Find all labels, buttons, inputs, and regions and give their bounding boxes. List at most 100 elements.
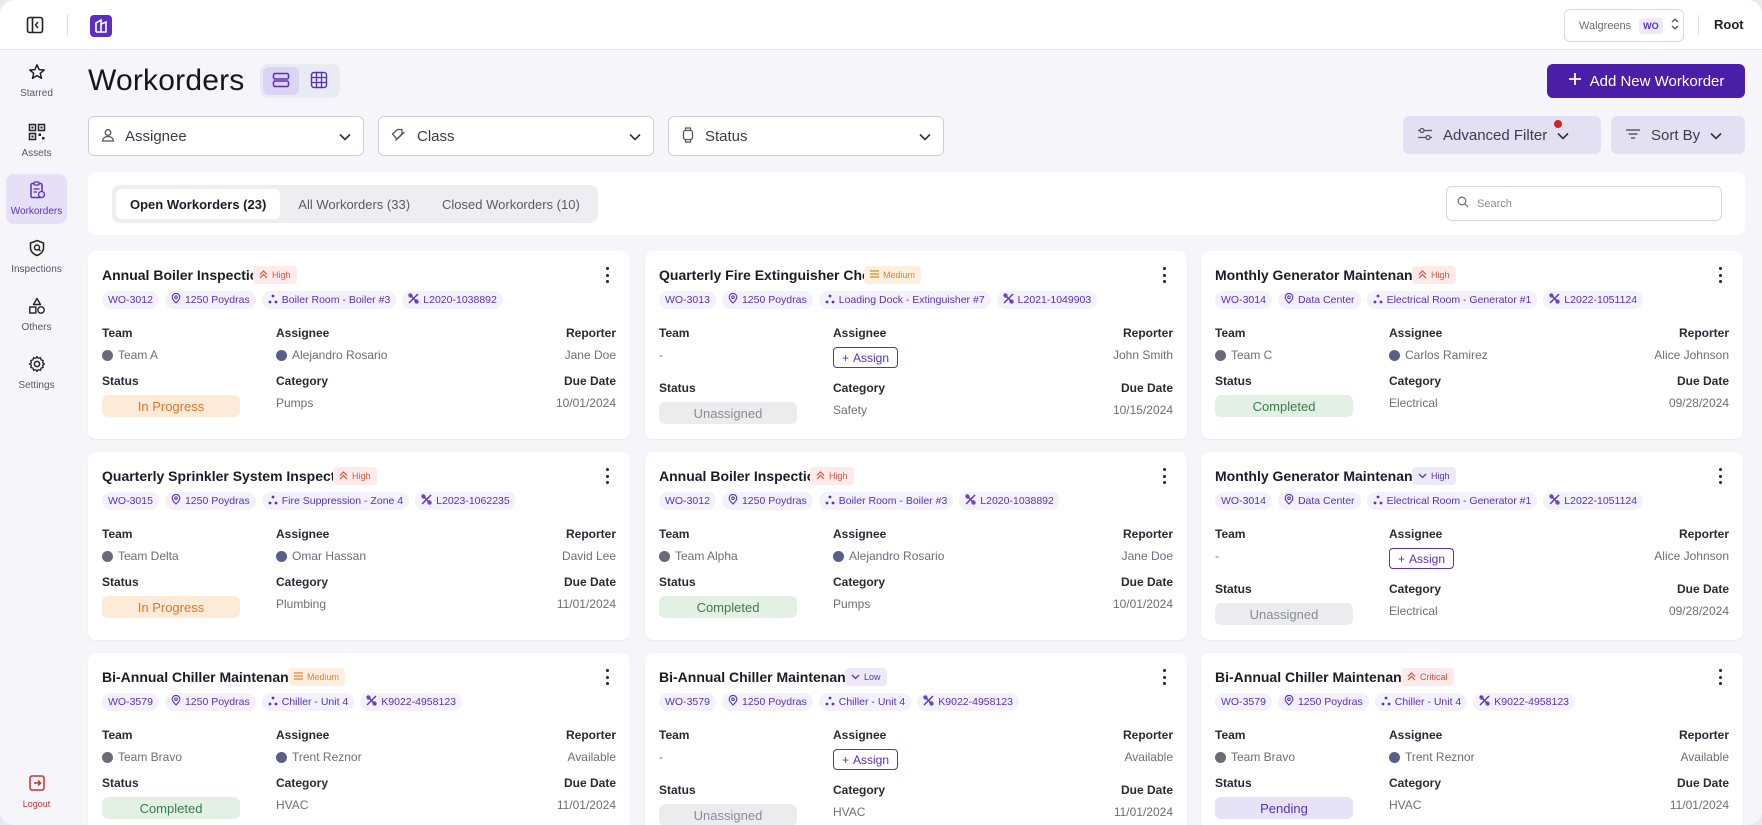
workorder-card[interactable]: Quarterly Fire Extinguisher Check Medium W… [645,251,1187,439]
more-options-icon[interactable] [1717,267,1723,283]
asset-chip: Boiler Room - Boiler #3 [261,291,397,309]
organization-select[interactable]: Walgreens WO [1564,9,1684,42]
status-filter[interactable]: Status [668,116,944,156]
user-menu[interactable]: Root [1714,17,1744,32]
workorder-card[interactable]: Monthly Generator Maintenance High WO-3014… [1201,452,1743,640]
workorder-title[interactable]: Bi-Annual Chiller Maintenance [1215,669,1418,685]
assignee-avatar-icon [1389,751,1400,763]
divider [1698,15,1699,35]
app-logo[interactable] [90,15,112,37]
assign-button[interactable]: + Assign [833,347,899,368]
asset-label: Electrical Room - Generator #1 [1386,495,1532,507]
location-chip: 1250 Poydras [721,291,813,309]
priority-icon [816,470,825,482]
category-value: Safety [833,403,868,417]
tab-open-workorders[interactable]: Open Workorders (23) [116,189,281,219]
priority-icon [294,672,303,682]
asset-id-label: K9022-4958123 [938,696,1014,708]
class-filter[interactable]: Class [378,116,654,156]
workorder-title[interactable]: Bi-Annual Chiller Maintenance [102,669,305,685]
category-label: Category [276,575,329,589]
workorder-id-chip: WO-3579 [659,693,716,711]
sidebar-item-assets[interactable]: Assets [6,116,67,166]
workorder-title[interactable]: Annual Boiler Inspection [659,468,824,484]
workorder-card[interactable]: Annual Boiler Inspection High WO-3012 1250 … [645,452,1187,640]
workorder-title[interactable]: Monthly Generator Maintenance [1215,468,1429,484]
team-label: Team [659,728,690,742]
grid-view-button[interactable] [301,67,337,95]
workorder-title[interactable]: Monthly Generator Maintenance [1215,267,1429,283]
organization-badge: WO [1639,17,1663,34]
tab-all-workorders[interactable]: All Workorders (33) [298,196,411,212]
more-options-icon[interactable] [1161,468,1167,484]
organization-name: Walgreens [1579,19,1632,32]
sidebar-item-starred[interactable]: Starred [6,56,67,106]
workorder-card[interactable]: Quarterly Sprinkler System Inspection Hig… [88,452,630,640]
tab-closed-workorders[interactable]: Closed Workorders (10) [442,196,580,212]
workorder-title[interactable]: Annual Boiler Inspection [102,267,267,283]
workorder-card[interactable]: Bi-Annual Chiller Maintenance Critical WO-… [1201,653,1743,825]
asset-id-label: L2022-1051124 [1564,495,1638,507]
add-workorder-label: Add New Workorder [1589,72,1725,90]
advanced-filter-button[interactable]: Advanced Filter [1403,116,1601,154]
chevron-down-icon [629,129,641,144]
more-options-icon[interactable] [604,267,610,283]
more-options-icon[interactable] [1161,267,1167,283]
assign-button[interactable]: + Assign [1389,548,1455,569]
assignee-label: Assignee [276,527,330,541]
sidebar-item-label: Assets [21,148,52,159]
team-avatar-icon [1215,751,1226,763]
workorder-id-chip: WO-3014 [1215,291,1272,309]
reporter-value: Available [567,750,616,764]
asset-chip: Chiller - Unit 4 [818,693,912,711]
link-icon [965,494,976,508]
more-options-icon[interactable] [1717,468,1723,484]
due-date-label: Due Date [1120,381,1173,395]
workorder-title[interactable]: Quarterly Sprinkler System Inspection [102,468,357,484]
chevron-down-icon [339,129,351,144]
status-badge: Completed [659,596,797,618]
search-input[interactable] [1477,197,1707,210]
due-date-value: 10/15/2024 [1112,403,1173,417]
more-options-icon[interactable] [1161,669,1167,685]
assignee-name: Alejandro Rosario [849,549,945,563]
location-chip: Data Center [1277,492,1361,510]
sort-by-button[interactable]: Sort By [1611,116,1745,154]
assignee-filter[interactable]: Assignee [88,116,364,156]
workorder-card[interactable]: Bi-Annual Chiller Maintenance Medium WO-35… [88,653,630,825]
logout-button[interactable]: Logout [6,766,67,816]
category-label: Category [833,381,886,395]
reporter-label: Reporter [1678,326,1729,340]
workorder-card[interactable]: Bi-Annual Chiller Maintenance Low WO-3579 1… [645,653,1187,825]
more-options-icon[interactable] [604,468,610,484]
due-date-label: Due Date [563,575,616,589]
team-avatar-icon [102,349,113,361]
qr-code-icon [28,123,46,144]
reporter-value: Available [1680,750,1729,764]
workorder-title[interactable]: Bi-Annual Chiller Maintenance [659,669,862,685]
team-label: Team [1215,728,1246,742]
status-label: Status [102,374,139,388]
more-options-icon[interactable] [604,669,610,685]
team-avatar-icon [1215,349,1226,361]
asset-chip: Chiller - Unit 4 [1374,693,1468,711]
assign-button[interactable]: + Assign [833,749,899,770]
sidebar-toggle-icon[interactable] [26,16,44,34]
sidebar-item-inspections[interactable]: Inspections [6,232,67,282]
view-toggle [260,64,340,98]
team-value: Team Bravo [1215,750,1295,764]
category-label: Category [1389,374,1442,388]
workorder-meta-chips: WO-3014 Data Center Electrical Room - Gene… [1215,291,1644,309]
workorder-card[interactable]: Monthly Generator Maintenance High WO-3014… [1201,251,1743,439]
workorder-card[interactable]: Annual Boiler Inspection High WO-3012 1250 … [88,251,630,439]
workorder-title[interactable]: Quarterly Fire Extinguisher Check [659,267,886,283]
add-workorder-button[interactable]: Add New Workorder [1547,64,1745,98]
reporter-label: Reporter [1122,326,1173,340]
sidebar-item-workorders[interactable]: Workorders [6,174,67,224]
category-value: HVAC [1389,798,1422,812]
reporter-value: David Lee [561,549,616,563]
list-view-button[interactable] [263,67,299,95]
sidebar-item-others[interactable]: Others [6,290,67,340]
more-options-icon[interactable] [1717,669,1723,685]
sidebar-item-settings[interactable]: Settings [6,348,67,398]
